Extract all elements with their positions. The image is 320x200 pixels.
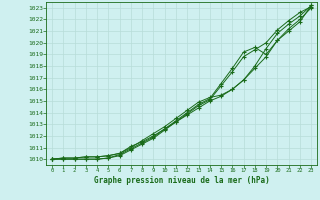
X-axis label: Graphe pression niveau de la mer (hPa): Graphe pression niveau de la mer (hPa) xyxy=(94,176,269,185)
